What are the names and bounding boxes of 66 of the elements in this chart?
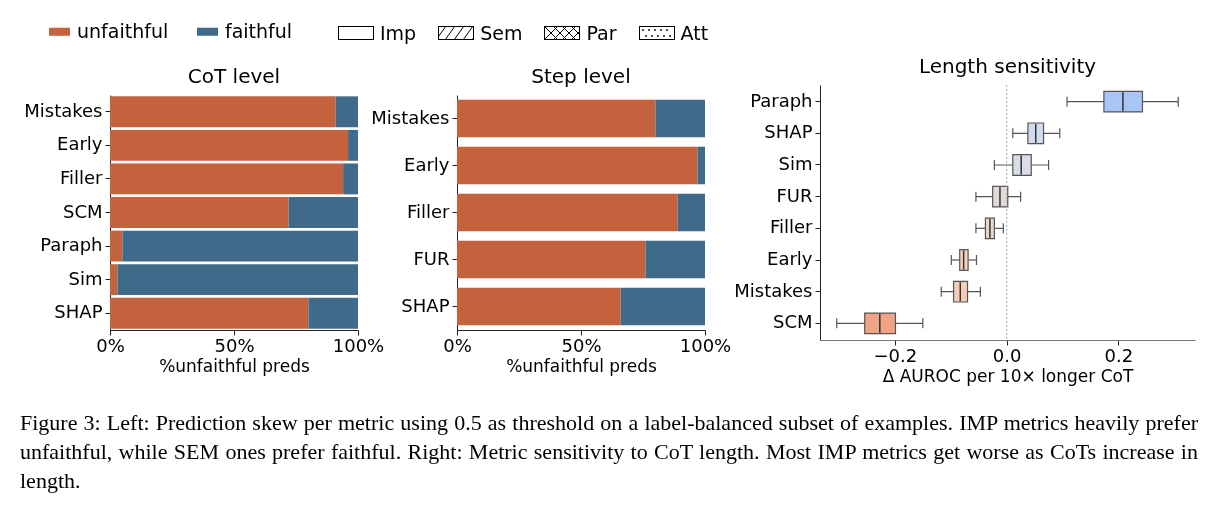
y-tick-label: SCM <box>772 311 813 333</box>
x-tick-label: 0% <box>443 334 472 356</box>
y-tick-label: Early <box>767 248 813 270</box>
bar <box>348 129 358 161</box>
bar <box>457 287 621 326</box>
y-tick-label: SHAP <box>54 301 103 323</box>
y-tick-label: Filler <box>59 166 104 188</box>
y-tick-label: Sim <box>778 152 813 174</box>
legend-label: unfaithful <box>77 19 169 42</box>
y-tick-label: Paraph <box>40 234 103 256</box>
x-tick-label: 100% <box>679 334 732 356</box>
bar <box>655 99 705 138</box>
text: Sem <box>480 22 523 44</box>
text: Att <box>680 22 709 44</box>
y-tick-label: Filler <box>769 216 814 238</box>
y-tick-label: Early <box>57 133 103 155</box>
bar <box>288 197 358 228</box>
bar <box>457 240 646 279</box>
bar <box>343 163 358 195</box>
bar <box>697 146 705 185</box>
y-tick-label: Early <box>404 153 450 175</box>
y-tick-label: FUR <box>776 184 813 206</box>
bar <box>335 96 358 128</box>
chart-title: Step level <box>531 64 631 88</box>
y-tick-label: Mistakes <box>24 99 103 121</box>
y-tick-label: SHAP <box>401 294 450 316</box>
x-axis-title: Δ AUROC per 10× longer CoT <box>882 365 1134 386</box>
text: Imp <box>380 22 417 44</box>
caption: Figure 3: Left: Prediction skew per metric using 0.5 as threshold on a label-balanced subset of examples. IMP metrics heavily prefer unfaithful, while SEM ones prefer faithful. Right: Metric sensitivity to CoT length. Most IMP metrics get worse as CoTs increase in length. <box>20 409 1198 495</box>
bar <box>110 163 344 195</box>
chart-title: Length sensitivity <box>918 53 1097 78</box>
bar <box>677 193 705 232</box>
bar <box>457 146 698 185</box>
bar <box>620 287 705 326</box>
x-axis-title: %unfaithful preds <box>159 355 310 376</box>
bar <box>110 197 289 228</box>
bar <box>645 240 705 279</box>
y-tick-label: Filler <box>406 200 451 222</box>
bar <box>457 193 678 232</box>
x-tick-label: 50% <box>214 334 255 356</box>
x-tick-label: 50% <box>561 334 602 356</box>
bar <box>308 297 358 329</box>
y-tick-label: Paraph <box>750 89 813 111</box>
bar <box>110 96 336 128</box>
x-tick-label: 100% <box>332 334 385 356</box>
y-tick-label: Mistakes <box>371 106 450 128</box>
y-tick-label: Sim <box>68 267 103 289</box>
bar <box>110 297 309 329</box>
y-tick-label: Mistakes <box>734 279 813 301</box>
x-tick-label: −0.2 <box>873 344 918 366</box>
bar <box>110 264 118 296</box>
y-tick-label: SHAP <box>764 121 813 143</box>
y-tick-label: SCM <box>62 200 103 222</box>
x-tick-label: 0.0 <box>992 344 1022 366</box>
text: Par <box>586 22 617 44</box>
x-tick-label: 0.2 <box>1104 344 1134 366</box>
x-tick-label: 0% <box>96 334 125 356</box>
bar <box>117 264 358 296</box>
bar <box>122 230 358 262</box>
bar <box>110 230 123 262</box>
chart-title: CoT level <box>187 64 281 88</box>
x-axis-title: %unfaithful preds <box>506 355 657 376</box>
bar <box>457 99 656 138</box>
legend-label: faithful <box>225 19 293 42</box>
bar <box>110 129 349 161</box>
y-tick-label: FUR <box>413 247 450 269</box>
